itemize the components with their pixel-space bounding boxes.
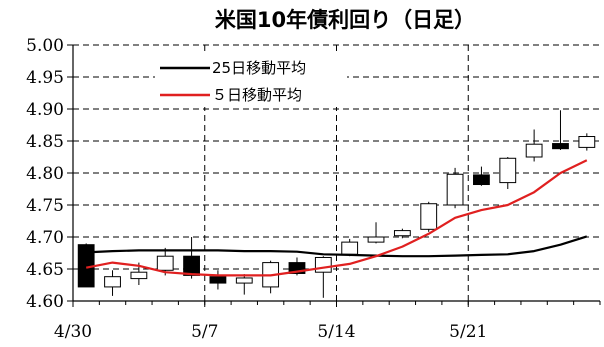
candle-body-up xyxy=(578,136,596,148)
y-tick-label: 4.75 xyxy=(26,196,64,216)
y-tick-label: 4.90 xyxy=(26,100,64,120)
moving-average-lines xyxy=(85,159,588,277)
legend-box xyxy=(155,55,347,107)
x-tick-label: 5/21 xyxy=(449,322,487,342)
chart-title: 米国10年債利回り（日足） xyxy=(215,8,475,32)
x-tick-label: 5/14 xyxy=(317,322,355,342)
legend: 25日移動平均 ５日移動平均 xyxy=(155,55,347,107)
candle-body-up xyxy=(341,241,359,255)
legend-label-ma5: ５日移動平均 xyxy=(212,86,302,104)
y-tick-label: 5.00 xyxy=(26,36,64,56)
axes xyxy=(67,44,601,307)
candle-body-up xyxy=(499,157,517,184)
candle-body-down xyxy=(473,174,490,186)
candle-body-down xyxy=(183,255,200,276)
candle-body-down xyxy=(209,276,227,284)
x-tick-labels: 4/30 5/7 5/14 5/21 xyxy=(54,322,487,342)
y-tick-label: 4.80 xyxy=(26,164,64,184)
candle-body-up xyxy=(156,255,174,271)
candle-body-up xyxy=(104,276,121,288)
candle-body-up xyxy=(314,256,332,273)
legend-label-ma25: 25日移動平均 xyxy=(212,59,306,77)
y-tick-label: 4.95 xyxy=(26,68,64,88)
y-tick-label: 4.60 xyxy=(26,292,64,312)
y-tick-label: 4.85 xyxy=(26,132,64,152)
y-tick-label: 4.65 xyxy=(26,260,64,280)
y-tick-label: 4.70 xyxy=(26,228,64,248)
candle-body-down xyxy=(288,262,306,274)
y-tick-labels: 5.00 4.95 4.90 4.85 4.80 4.75 4.70 4.65 4.60 xyxy=(26,36,64,312)
candle-body-up xyxy=(393,230,411,237)
candle-body-up xyxy=(525,143,543,158)
ma5-line xyxy=(85,159,588,277)
candle-body-up xyxy=(367,236,385,243)
candle-body-up xyxy=(446,173,464,206)
candle-body-down xyxy=(552,143,569,150)
x-tick-label: 4/30 xyxy=(54,322,92,342)
candle-body-up xyxy=(130,271,148,280)
candles xyxy=(77,110,596,298)
x-tick-label: 5/7 xyxy=(191,322,218,342)
candle-body-up xyxy=(420,203,438,230)
candle-body-up xyxy=(235,277,253,284)
ma25-line xyxy=(86,235,588,258)
